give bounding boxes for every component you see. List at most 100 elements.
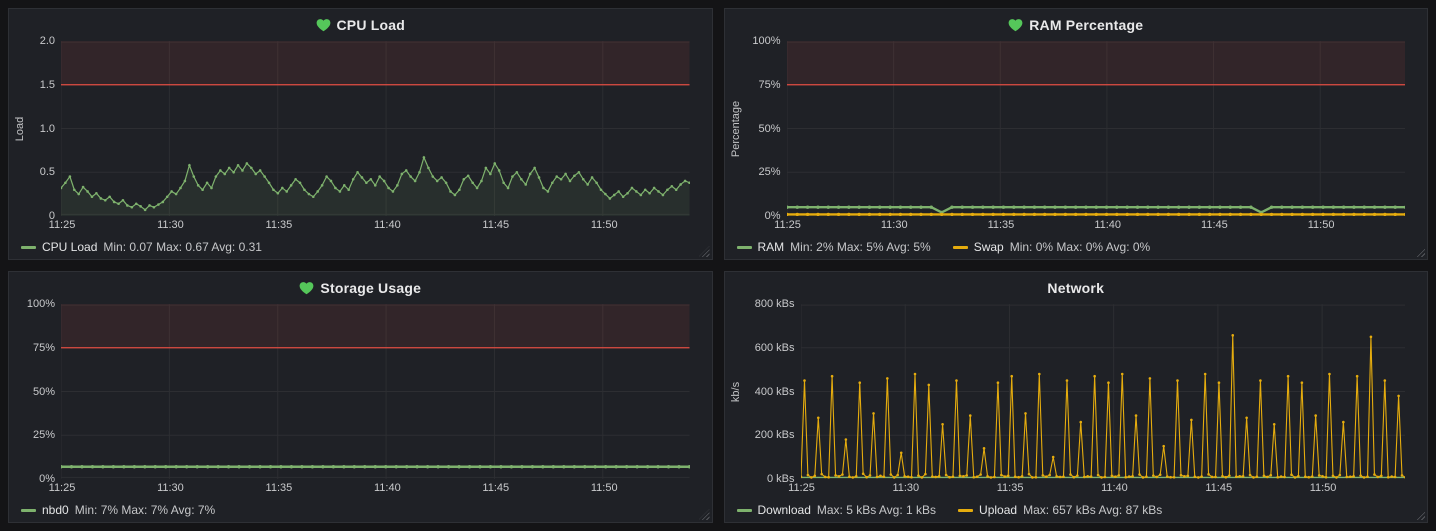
series-color-swatch[interactable] bbox=[21, 508, 36, 512]
y-tick-label: 0 kBs bbox=[766, 473, 795, 485]
y-tick-labels: 0 kBs 200 kBs 400 kBs 600 kBs 800 kBs bbox=[743, 298, 801, 485]
health-heart-icon bbox=[316, 18, 331, 32]
ram-percentage-chart[interactable] bbox=[786, 41, 1406, 216]
panel-ram-percentage: RAM Percentage Percentage 0% 25% 50% 75% 100… bbox=[723, 8, 1428, 260]
storage-usage-chart[interactable] bbox=[61, 304, 690, 479]
legend-item: Swap Min: 0% Max: 0% Avg: 0% bbox=[952, 240, 1151, 254]
y-axis-label: kb/s bbox=[729, 381, 742, 402]
panel-resize-handle[interactable] bbox=[698, 246, 710, 257]
panel-cpu-load: CPU Load Load 0 0.5 1.0 1.5 2.0 11:25 11:30 11… bbox=[8, 8, 713, 260]
legend-item: Upload Max: 657 kBs Avg: 87 kBs bbox=[958, 503, 1162, 517]
panel-header[interactable]: CPU Load bbox=[9, 9, 712, 37]
y-tick-labels: 0% 25% 50% 75% 100% bbox=[743, 35, 787, 222]
x-tick-label: 11:30 bbox=[157, 482, 184, 494]
legend-series-name[interactable]: CPU Load bbox=[42, 240, 98, 254]
legend-series-name[interactable]: Swap bbox=[973, 240, 1004, 254]
legend-series-name[interactable]: nbd0 bbox=[42, 503, 69, 517]
x-tick-label: 11:45 bbox=[482, 482, 510, 494]
x-tick-label: 11:30 bbox=[892, 482, 920, 494]
y-tick-label: 600 kBs bbox=[754, 341, 795, 354]
x-tick-label: 11:25 bbox=[774, 219, 801, 231]
y-axis-label: Load bbox=[14, 116, 26, 141]
y-tick-label: 100% bbox=[26, 298, 55, 310]
panel-title[interactable]: RAM Percentage bbox=[1029, 17, 1144, 33]
legend-series-name[interactable]: Download bbox=[757, 503, 811, 517]
series-color-swatch[interactable] bbox=[21, 245, 36, 249]
panel-title[interactable]: Storage Usage bbox=[320, 280, 422, 296]
y-tick-labels: 0 0.5 1.0 1.5 2.0 bbox=[27, 35, 61, 222]
y-tick-label: 100% bbox=[752, 35, 781, 47]
legend: nbd0 Min: 7% Max: 7% Avg: 7% bbox=[9, 498, 712, 522]
x-tick-label: 11:30 bbox=[880, 219, 908, 231]
x-tick-label: 11:35 bbox=[265, 482, 293, 494]
y-tick-label: 0% bbox=[39, 473, 55, 485]
x-tick-label: 11:25 bbox=[788, 482, 815, 494]
legend: Download Max: 5 kBs Avg: 1 kBs Upload Max: … bbox=[725, 498, 1428, 522]
y-tick-label: 1.0 bbox=[39, 122, 55, 135]
x-tick-label: 11:50 bbox=[590, 219, 618, 231]
panel-resize-handle[interactable] bbox=[1414, 509, 1425, 520]
y-tick-label: 50% bbox=[32, 385, 55, 398]
legend-series-stats: Min: 7% Max: 7% Avg: 7% bbox=[74, 503, 216, 517]
x-tick-labels: 11:25 11:30 11:35 11:40 11:45 11:50 bbox=[9, 219, 712, 235]
x-tick-label: 11:50 bbox=[590, 482, 618, 494]
x-tick-label: 11:40 bbox=[373, 219, 401, 231]
y-tick-label: 0% bbox=[764, 210, 781, 222]
legend-item: Download Max: 5 kBs Avg: 1 kBs bbox=[736, 503, 937, 517]
legend-series-stats: Min: 0% Max: 0% Avg: 0% bbox=[1009, 240, 1151, 254]
x-tick-labels: 11:25 11:30 11:35 11:40 11:45 11:50 bbox=[9, 482, 712, 498]
panel-network: Network kb/s 0 kBs 200 kBs 400 kBs 600 kBs 8… bbox=[723, 271, 1428, 523]
x-tick-label: 11:40 bbox=[373, 482, 401, 494]
x-tick-label: 11:35 bbox=[987, 219, 1015, 231]
y-tick-labels: 0% 25% 50% 75% 100% bbox=[13, 298, 61, 485]
x-tick-label: 11:25 bbox=[48, 219, 76, 231]
health-heart-icon bbox=[1008, 18, 1023, 32]
y-tick-label: 800 kBs bbox=[754, 298, 795, 310]
health-heart-icon bbox=[299, 281, 314, 295]
legend-series-stats: Min: 2% Max: 5% Avg: 5% bbox=[790, 240, 931, 254]
legend-series-stats: Max: 5 kBs Avg: 1 kBs bbox=[816, 503, 937, 517]
legend-series-name[interactable]: Upload bbox=[979, 503, 1018, 517]
panel-header[interactable]: RAM Percentage bbox=[725, 9, 1428, 37]
panel-header[interactable]: Network bbox=[725, 272, 1428, 300]
series-color-swatch[interactable] bbox=[736, 245, 752, 249]
legend-series-stats: Max: 657 kBs Avg: 87 kBs bbox=[1023, 503, 1163, 517]
panel-header[interactable]: Storage Usage bbox=[9, 272, 712, 300]
x-tick-label: 11:50 bbox=[1309, 482, 1337, 494]
y-tick-label: 50% bbox=[758, 122, 781, 135]
x-tick-label: 11:25 bbox=[48, 482, 76, 494]
y-tick-label: 0 bbox=[48, 210, 55, 222]
x-tick-label: 11:45 bbox=[1201, 219, 1228, 231]
series-color-swatch[interactable] bbox=[952, 245, 968, 249]
y-axis-label: Percentage bbox=[729, 100, 742, 157]
panel-title[interactable]: Network bbox=[1047, 280, 1105, 296]
x-tick-label: 11:30 bbox=[157, 219, 184, 231]
x-tick-label: 11:45 bbox=[482, 219, 510, 231]
y-tick-label: 0.5 bbox=[39, 166, 55, 179]
network-chart[interactable] bbox=[800, 304, 1406, 479]
y-tick-label: 75% bbox=[32, 341, 55, 354]
series-color-swatch[interactable] bbox=[958, 508, 974, 512]
y-tick-label: 200 kBs bbox=[754, 429, 795, 442]
panel-resize-handle[interactable] bbox=[698, 509, 710, 520]
panel-storage-usage: Storage Usage 0% 25% 50% 75% 100% 11:25 11:30… bbox=[8, 271, 713, 523]
x-tick-label: 11:40 bbox=[1101, 482, 1128, 494]
legend-series-name[interactable]: RAM bbox=[757, 240, 785, 254]
x-tick-label: 11:35 bbox=[996, 482, 1024, 494]
y-tick-label: 25% bbox=[758, 166, 781, 179]
x-tick-label: 11:35 bbox=[265, 219, 293, 231]
legend-item: RAM Min: 2% Max: 5% Avg: 5% bbox=[736, 240, 931, 254]
x-tick-label: 11:50 bbox=[1307, 219, 1335, 231]
y-tick-label: 25% bbox=[32, 429, 55, 442]
y-tick-label: 400 kBs bbox=[754, 385, 795, 398]
y-tick-label: 1.5 bbox=[39, 78, 55, 91]
cpu-load-chart[interactable] bbox=[61, 41, 690, 216]
panel-resize-handle[interactable] bbox=[1414, 246, 1425, 257]
legend-series-stats: Min: 0.07 Max: 0.67 Avg: 0.31 bbox=[103, 240, 262, 254]
legend-item: nbd0 Min: 7% Max: 7% Avg: 7% bbox=[21, 503, 215, 517]
x-tick-label: 11:40 bbox=[1094, 219, 1122, 231]
panel-title[interactable]: CPU Load bbox=[336, 17, 405, 33]
series-color-swatch[interactable] bbox=[736, 508, 752, 512]
x-tick-labels: 11:25 11:30 11:35 11:40 11:45 11:50 bbox=[725, 219, 1428, 235]
